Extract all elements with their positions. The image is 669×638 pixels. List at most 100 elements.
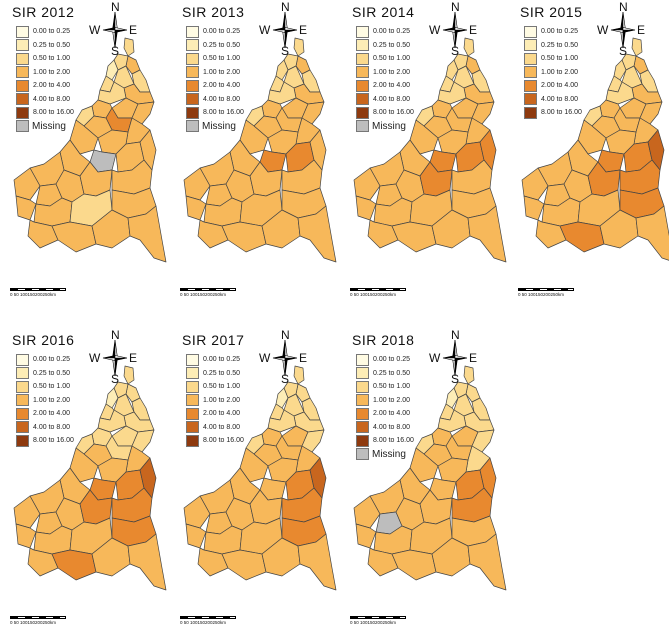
map-panel: SIR 2013 0.00 to 0.25 0.25 to 0.50 0.50 to …	[170, 0, 337, 300]
legend-label: 0.25 to 0.50	[203, 369, 240, 377]
legend-item-missing: Missing	[186, 120, 244, 134]
map-region	[391, 549, 437, 581]
legend-swatch	[524, 66, 537, 79]
legend-label: 8.00 to 16.00	[373, 109, 414, 117]
map-region	[221, 221, 267, 253]
legend-swatch	[186, 407, 199, 420]
map-region	[123, 37, 135, 57]
legend-swatch	[16, 421, 29, 434]
legend-label: 8.00 to 16.00	[203, 109, 244, 117]
legend-swatch	[356, 434, 369, 447]
map-panel: SIR 2015 0.00 to 0.25 0.25 to 0.50 0.50 to …	[508, 0, 669, 300]
legend-swatch	[524, 39, 537, 52]
map-region	[635, 205, 669, 261]
legend-label: 0.50 to 1.00	[33, 55, 70, 63]
legend: 0.00 to 0.25 0.25 to 0.50 0.50 to 1.00 1.00…	[186, 25, 244, 133]
legend-item: 4.00 to 8.00	[524, 93, 582, 107]
legend-swatch	[16, 434, 29, 447]
legend-item-missing: Missing	[356, 448, 414, 462]
legend-swatch	[186, 380, 199, 393]
legend-swatch	[16, 93, 29, 106]
legend-item: 1.00 to 2.00	[356, 394, 414, 408]
choropleth-map	[13, 365, 167, 591]
scale-bar-graphic	[518, 288, 574, 291]
legend-swatch	[356, 79, 369, 92]
legend-item: 1.00 to 2.00	[186, 66, 244, 80]
panel-title: SIR 2015	[520, 4, 583, 20]
map-region	[523, 195, 545, 221]
legend-label: 0.00 to 0.25	[33, 356, 70, 364]
legend-swatch	[16, 407, 29, 420]
compass-w-label: W	[429, 351, 441, 365]
map-region	[297, 533, 337, 591]
map-region	[185, 195, 207, 221]
legend-label: 1.00 to 2.00	[33, 68, 70, 76]
legend-item: 0.25 to 0.50	[16, 39, 74, 53]
choropleth-map	[183, 37, 337, 263]
compass-w-label: W	[259, 351, 271, 365]
legend-label: 0.50 to 1.00	[373, 55, 410, 63]
map-region	[631, 37, 643, 57]
legend-item: 0.50 to 1.00	[16, 52, 74, 66]
legend-swatch	[356, 421, 369, 434]
scale-bar-label: 0 50 100150200250km	[10, 620, 57, 625]
legend-label: 0.25 to 0.50	[541, 41, 578, 49]
map-region	[123, 365, 135, 385]
map-region	[467, 205, 507, 263]
legend-label: 0.25 to 0.50	[33, 41, 70, 49]
legend-label: 8.00 to 16.00	[541, 109, 582, 117]
scale-bar-graphic	[180, 288, 236, 291]
legend-item: 0.25 to 0.50	[16, 367, 74, 381]
legend-label: Missing	[32, 120, 66, 132]
legend-label: 0.50 to 1.00	[541, 55, 578, 63]
legend: 0.00 to 0.25 0.25 to 0.50 0.50 to 1.00 1.00…	[16, 25, 74, 133]
legend-label: 8.00 to 16.00	[33, 437, 74, 445]
legend-label: Missing	[372, 120, 406, 132]
legend-label: 1.00 to 2.00	[373, 68, 410, 76]
map-panel: SIR 2017 0.00 to 0.25 0.25 to 0.50 0.50 to …	[170, 328, 337, 628]
legend-label: 1.00 to 2.00	[33, 396, 70, 404]
choropleth-map	[13, 37, 167, 263]
legend-item: 0.00 to 0.25	[186, 353, 244, 367]
legend-label: 1.00 to 2.00	[203, 68, 240, 76]
legend-swatch	[186, 93, 199, 106]
compass-n-label: N	[111, 0, 120, 14]
compass-s-label: S	[451, 372, 460, 386]
legend-label: 4.00 to 8.00	[33, 423, 70, 431]
map-region	[13, 167, 41, 201]
legend-label: 1.00 to 2.00	[203, 396, 240, 404]
legend-swatch	[16, 380, 29, 393]
legend-label: 2.00 to 4.00	[373, 410, 410, 418]
scale-bar: 0 50 100150200250km	[350, 288, 430, 300]
legend-label: 2.00 to 4.00	[203, 82, 240, 90]
scale-bar-graphic	[180, 616, 236, 619]
legend-swatch	[16, 66, 29, 79]
legend-swatch	[356, 66, 369, 79]
compass-s-label: S	[451, 44, 460, 58]
map-panel: SIR 2018 0.00 to 0.25 0.25 to 0.50 0.50 to …	[340, 328, 507, 628]
legend-item: 1.00 to 2.00	[186, 394, 244, 408]
scale-bar-label: 0 50 100150200250km	[350, 292, 397, 297]
compass-s-label: S	[619, 44, 628, 58]
map-region	[293, 365, 305, 385]
legend-item: 8.00 to 16.00	[186, 434, 244, 448]
scale-bar-graphic	[10, 288, 66, 291]
panel-title: SIR 2018	[352, 332, 415, 348]
legend-swatch	[186, 434, 199, 447]
legend-item: 0.00 to 0.25	[524, 25, 582, 39]
scale-bar-graphic	[350, 288, 406, 291]
map-region	[183, 495, 211, 529]
legend-swatch	[356, 39, 369, 52]
legend-item: 2.00 to 4.00	[186, 79, 244, 93]
legend-label: Missing	[372, 448, 406, 460]
choropleth-map	[353, 37, 507, 263]
legend-item: 1.00 to 2.00	[16, 66, 74, 80]
map-region	[301, 101, 325, 125]
map-region	[15, 195, 37, 221]
legend-swatch	[186, 367, 199, 380]
